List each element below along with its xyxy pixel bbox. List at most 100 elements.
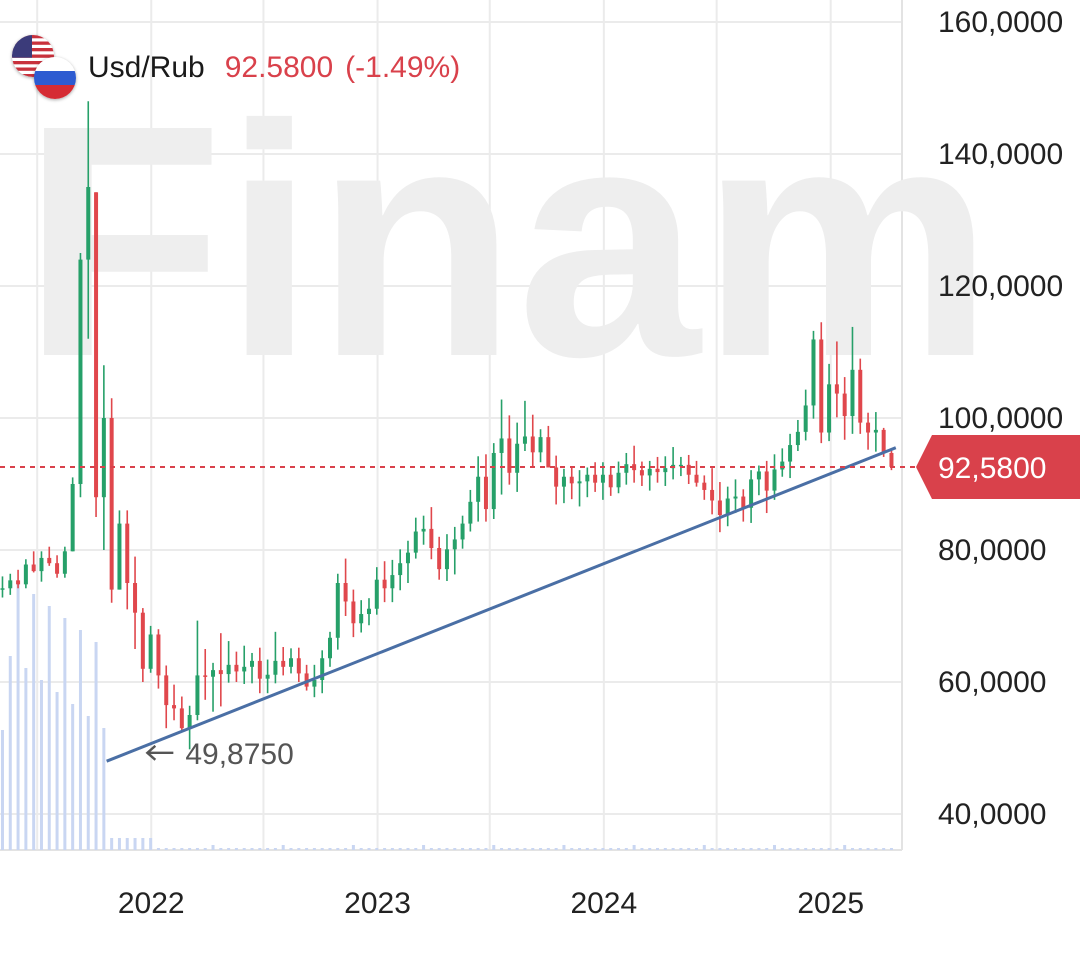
candle [616,461,621,494]
candle [546,425,551,468]
y-tick-label: 80,0000 [938,534,1046,567]
volume-bar [461,848,465,850]
candle [47,546,52,566]
candle-body [600,474,605,483]
volume-bar [741,848,745,850]
candle-body [515,443,520,473]
volume-bar [882,848,886,850]
volume-bar [406,848,410,850]
candle [608,466,613,496]
candle [8,573,13,595]
volume-bar [749,848,753,850]
candle [756,465,761,496]
volume-bar [24,668,28,850]
candle [788,433,793,479]
candle [242,645,247,684]
candle [515,422,520,492]
volume-bar [523,848,527,850]
x-tick-label: 2024 [570,887,637,920]
candle [749,470,754,523]
volume-bar [671,848,675,850]
ru-flag-icon [34,57,76,99]
candle-body [273,660,278,675]
candle [203,649,208,700]
candle-body [70,484,75,552]
volume-bar [765,848,769,850]
volume-bar [702,845,706,850]
candle [437,536,442,580]
volume-bar [726,848,730,850]
volume-bar [383,848,387,850]
candle [538,429,543,463]
volume-bar [188,848,192,850]
candle [31,551,36,573]
volume-bar [141,838,145,850]
candle [530,414,535,467]
candle-body [749,479,754,508]
candle [374,567,379,615]
candle-body [593,474,598,483]
candle-body [756,471,761,480]
volume-bar [180,848,184,850]
candle-body [764,471,769,491]
candle-body [226,664,231,675]
candle-body [148,634,153,669]
candle [593,462,598,492]
candle [452,526,457,575]
candle [468,489,473,532]
volume-bar [796,848,800,850]
volume-bar [663,848,667,850]
volume-bar [55,692,59,850]
candle [312,664,317,698]
volume-bar [94,642,98,850]
volume-bar [656,848,660,850]
candle-body [304,673,309,687]
candle [717,482,722,533]
candle [476,456,481,522]
candle-body [211,670,216,677]
volume-bar [78,630,82,850]
volume-bar [788,848,792,850]
candle [195,620,200,721]
volume-bar [445,848,449,850]
trend-line [106,446,897,763]
volume-bar [733,848,737,850]
candle [702,475,707,500]
candle-body [296,658,301,674]
candle [94,192,99,517]
candle-body [686,464,691,475]
candle [842,377,847,440]
volume-bar [850,848,854,850]
candle-body [382,579,387,589]
volume-bar [757,848,761,850]
candle-body [0,588,5,590]
candle [257,647,262,694]
candle-body [281,660,286,667]
volume-bar [359,848,363,850]
candle-body [312,680,317,687]
volume-bar [554,848,558,850]
volume-bar [578,848,582,850]
volume-bar [429,848,433,850]
candle-body [398,563,403,576]
volume-bar [531,848,535,850]
volume-bar [507,848,511,850]
candle-body [780,461,785,470]
candle [281,647,286,676]
volume-bar [110,838,114,850]
candle-body [101,418,106,498]
candle [499,399,504,495]
candle [686,454,691,484]
candle [335,573,340,650]
candle [296,647,301,682]
candle-body [585,474,590,482]
candle [109,398,114,603]
candle-body [608,474,613,488]
candlesticks [0,101,894,750]
volume-bar [203,848,207,850]
candle [577,470,582,507]
candle [289,648,294,674]
candle [803,389,808,441]
candle-body [62,551,67,574]
